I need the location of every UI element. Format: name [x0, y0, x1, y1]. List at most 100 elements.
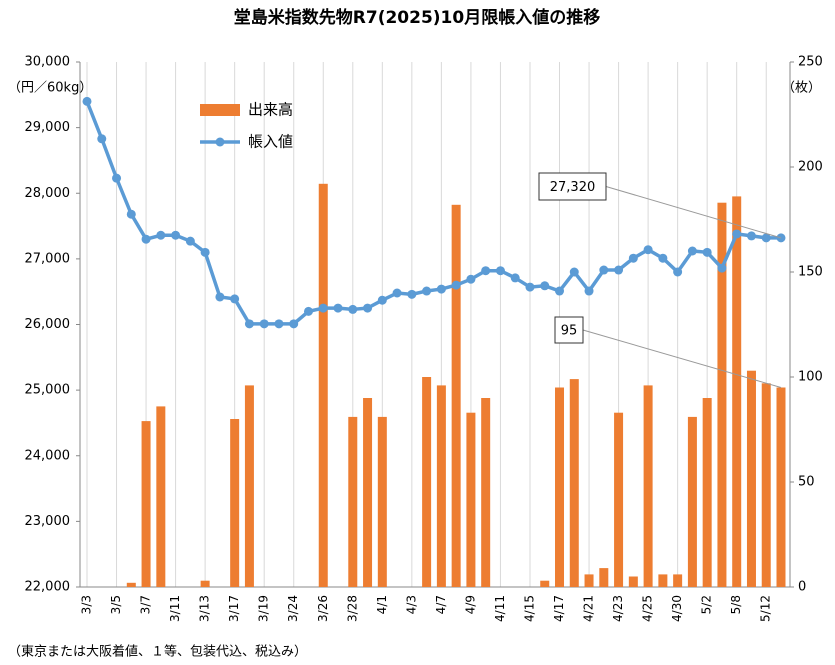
- marker: [717, 263, 727, 273]
- bar: [776, 387, 786, 587]
- marker: [687, 246, 697, 256]
- y2-tick-label: 50: [798, 475, 815, 490]
- x-tick-label: 4/17: [552, 595, 566, 622]
- marker: [510, 273, 520, 283]
- legend-label: 帳入値: [248, 133, 293, 151]
- y2-tick-label: 200: [798, 160, 823, 175]
- bar: [658, 574, 668, 587]
- marker: [303, 306, 313, 316]
- y2-tick-label: 250: [798, 55, 823, 70]
- marker: [82, 96, 92, 106]
- marker: [289, 319, 299, 329]
- bar: [481, 398, 491, 587]
- y2-tick-label: 100: [798, 370, 823, 385]
- x-tick-label: 3/28: [345, 595, 359, 622]
- marker: [97, 134, 107, 144]
- marker: [481, 266, 491, 276]
- y-tick-label: 26,000: [25, 317, 71, 332]
- x-tick-label: 5/2: [700, 595, 714, 614]
- x-tick-label: 4/7: [434, 595, 448, 614]
- bar: [451, 204, 461, 588]
- x-tick-label: 4/11: [493, 595, 507, 622]
- x-tick-label: 3/7: [139, 595, 153, 614]
- marker: [259, 319, 269, 329]
- y-tick-label: 24,000: [25, 448, 71, 463]
- y-tick-label: 30,000: [25, 55, 71, 70]
- marker: [126, 209, 136, 219]
- marker: [569, 267, 579, 277]
- bar: [422, 377, 432, 587]
- marker: [200, 247, 210, 257]
- marker: [112, 173, 122, 183]
- line: [85, 100, 781, 326]
- x-tick-label: 4/9: [463, 595, 477, 614]
- marker: [274, 319, 284, 329]
- marker: [495, 266, 505, 276]
- x-tick-label: 4/1: [375, 595, 389, 614]
- marker: [422, 286, 432, 296]
- marker: [628, 253, 638, 263]
- marker: [658, 253, 668, 263]
- marker: [377, 295, 387, 305]
- x-tick-label: 4/21: [582, 595, 596, 622]
- callout-box: [554, 316, 584, 344]
- bar: [628, 576, 638, 587]
- data-label: 95: [561, 324, 578, 339]
- bar: [732, 196, 742, 587]
- x-tick-label: 4/23: [611, 595, 625, 622]
- marker: [540, 281, 550, 291]
- x-tick-label: 3/19: [257, 595, 271, 622]
- marker: [348, 304, 358, 314]
- bar: [466, 412, 476, 587]
- x-tick-label: 3/5: [109, 595, 123, 614]
- marker: [392, 288, 402, 298]
- marker: [761, 233, 771, 243]
- bar: [599, 568, 609, 587]
- marker: [643, 245, 653, 255]
- x-tick-label: 4/25: [641, 595, 655, 622]
- callout-line: [605, 186, 782, 239]
- data-label: 27,320: [550, 180, 596, 195]
- marker: [436, 284, 446, 294]
- bar: [643, 385, 653, 587]
- bar: [230, 419, 240, 587]
- bar: [141, 421, 151, 587]
- x-tick-label: 3/13: [198, 595, 212, 622]
- bar: [614, 412, 624, 587]
- bar: [687, 416, 697, 587]
- callout-box: [538, 172, 607, 201]
- y-tick-label: 25,000: [25, 383, 71, 398]
- legend-label: 出来高: [248, 101, 293, 119]
- y2-axis-label: （枚）: [782, 81, 821, 96]
- bar: [555, 387, 565, 587]
- bar: [436, 385, 446, 587]
- bar: [348, 416, 358, 587]
- chart-title: 堂島米指数先物R7(2025)10月限帳入値の推移: [234, 7, 600, 28]
- y-tick-label: 22,000: [25, 580, 71, 595]
- callout-line: [582, 329, 782, 388]
- x-tick-label: 5/12: [759, 595, 773, 622]
- marker: [555, 286, 565, 296]
- marker: [185, 236, 195, 246]
- bar: [377, 416, 387, 587]
- x-tick-label: 5/8: [729, 595, 743, 614]
- y-tick-label: 28,000: [25, 186, 71, 201]
- bar: [584, 574, 594, 587]
- bar: [200, 580, 210, 587]
- x-tick-label: 4/3: [404, 595, 418, 614]
- marker: [466, 274, 476, 284]
- marker: [244, 319, 254, 329]
- marker: [614, 265, 624, 275]
- bar: [244, 385, 254, 587]
- y2-tick-label: 150: [798, 265, 823, 280]
- bar: [318, 183, 328, 588]
- marker: [230, 294, 240, 304]
- x-tick-label: 3/26: [316, 595, 330, 622]
- marker: [318, 303, 328, 313]
- marker: [525, 282, 535, 292]
- bar: [673, 574, 683, 587]
- y-tick-label: 23,000: [25, 514, 71, 529]
- x-tick-label: 3/11: [168, 595, 182, 622]
- marker: [171, 230, 181, 240]
